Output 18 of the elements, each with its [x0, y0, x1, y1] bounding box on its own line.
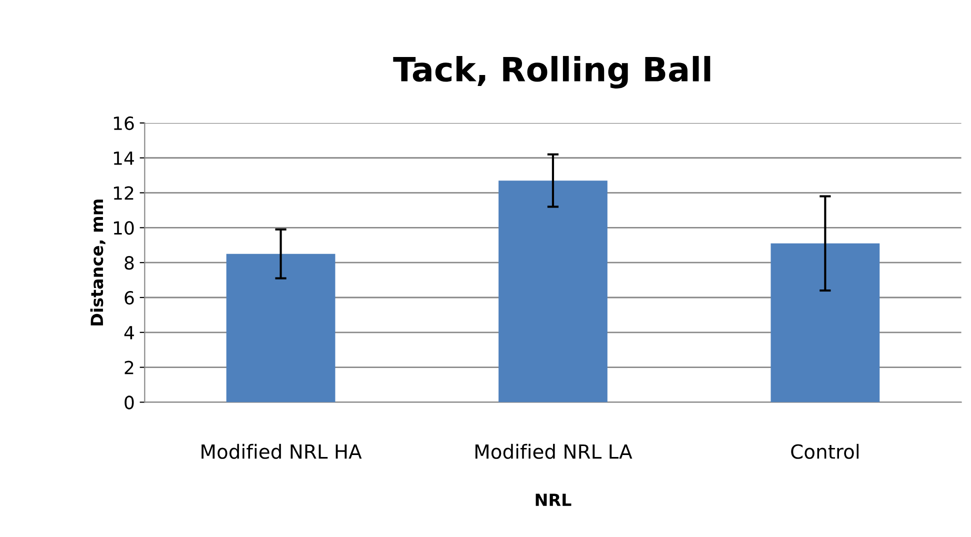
bar	[226, 254, 336, 402]
y-tick-label: 14	[114, 152, 134, 165]
y-tick-label: 12	[114, 186, 134, 200]
y-tick-label: 16	[114, 116, 134, 130]
bar	[770, 243, 880, 402]
chart-title: Tack, Rolling Ball	[393, 56, 710, 88]
y-tick-label: 4	[124, 326, 134, 340]
x-tick-label: Modified NRL HA	[202, 444, 362, 459]
y-tick-label: 8	[124, 256, 134, 270]
y-tick-label: 6	[124, 290, 134, 305]
bar	[498, 180, 608, 402]
x-tick-label: Control	[791, 444, 859, 459]
x-axis-title: NRL	[536, 494, 572, 506]
y-axis-title: Distance, mm	[90, 200, 106, 326]
y-tick-label: 2	[124, 360, 134, 374]
y-tick-label: 10	[114, 221, 134, 235]
y-tick-label: 0	[124, 396, 134, 410]
x-tick-label: Modified NRL LA	[475, 444, 632, 459]
